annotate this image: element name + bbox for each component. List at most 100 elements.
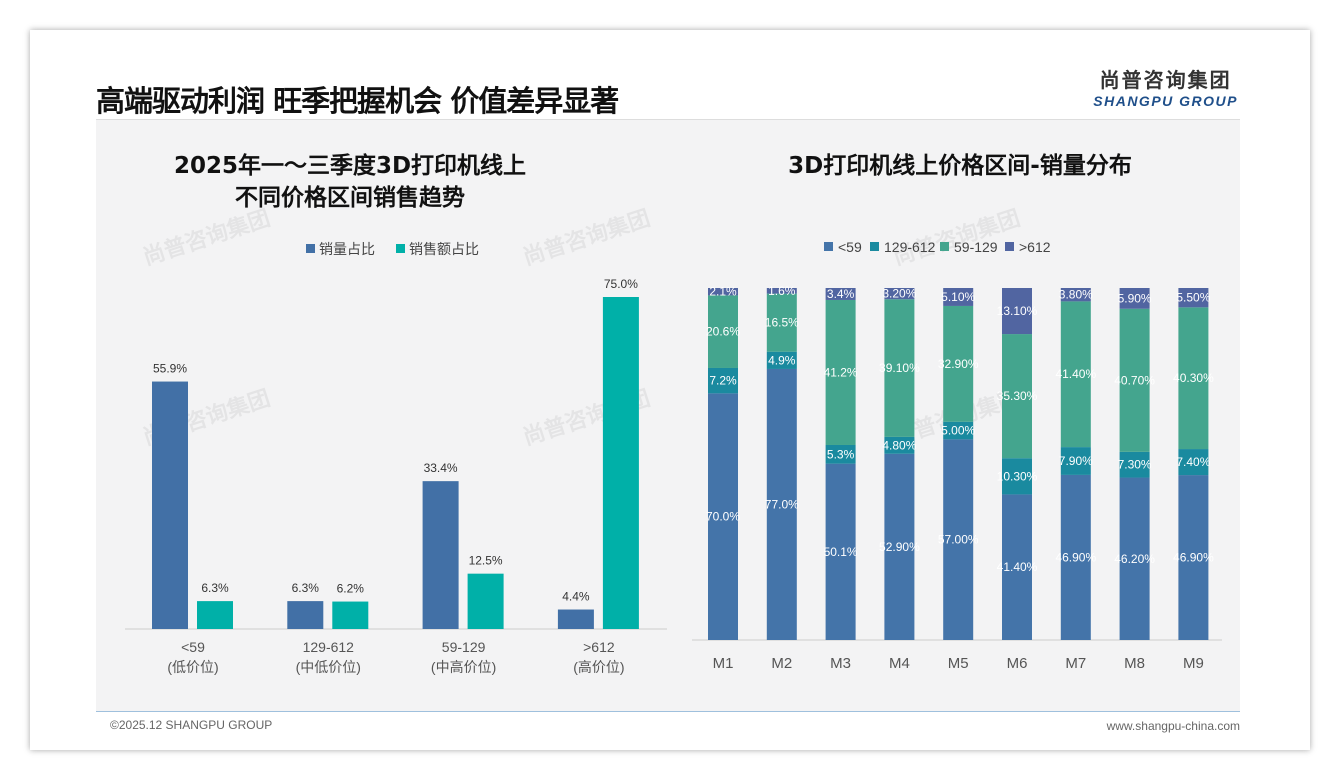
data-label: 3.20% — [882, 287, 916, 301]
data-label: 7.2% — [709, 374, 737, 388]
stack-segment-59-129 — [1178, 307, 1209, 450]
right-chart-title: 3D打印机线上价格区间-销量分布 — [788, 153, 1132, 179]
data-label: 41.40% — [997, 560, 1038, 574]
data-label: 4.4% — [562, 590, 590, 604]
logo: 尚普咨询集团 SHANGPU GROUP — [1093, 64, 1238, 109]
stack-segment-59-129 — [1060, 301, 1091, 448]
data-label: 5.90% — [1118, 291, 1152, 305]
stack-segment-59-129 — [1119, 308, 1150, 452]
data-label: 35.30% — [997, 389, 1038, 403]
stack-segment-59-129 — [825, 299, 856, 445]
legend-swatch — [396, 244, 405, 253]
stack-segment->612 — [1060, 288, 1091, 302]
data-label: 5.10% — [941, 290, 975, 304]
data-label: 46.90% — [1055, 550, 1096, 564]
data-label: 5.3% — [827, 447, 855, 461]
legend-swatch — [940, 242, 949, 251]
bar-销售额占比 — [332, 601, 369, 629]
left-title-line2: 不同价格区间销售趋势 — [235, 185, 465, 211]
stack-segment-<59 — [825, 463, 856, 640]
legend-swatch — [824, 242, 833, 251]
x-tick-sublabel: (高价位) — [573, 659, 624, 675]
x-tick-label: <59 — [181, 639, 205, 655]
data-label: 46.20% — [1114, 552, 1155, 566]
bar-销售额占比 — [467, 573, 504, 629]
data-label: 6.3% — [292, 581, 320, 595]
data-label: 39.10% — [879, 361, 920, 375]
page-title: 高端驱动利润 旺季把握机会 价值差异显著 — [96, 84, 619, 118]
data-label: 46.90% — [1173, 551, 1214, 565]
data-label: 3.80% — [1059, 288, 1093, 302]
stack-segment-129-612 — [884, 436, 915, 454]
data-label: 32.90% — [938, 357, 979, 371]
data-label: 40.70% — [1114, 373, 1155, 387]
data-label: 20.6% — [706, 325, 740, 339]
data-label: 41.2% — [824, 365, 858, 379]
logo-en: SHANGPU GROUP — [1093, 93, 1238, 109]
data-label: 41.40% — [1055, 367, 1096, 381]
footer-divider — [96, 711, 1240, 712]
x-tick-label: >612 — [583, 639, 615, 655]
stack-segment-<59 — [1178, 475, 1209, 640]
stack-segment->612 — [943, 288, 974, 306]
x-tick-label: M5 — [948, 655, 969, 672]
stack-segment-129-612 — [1002, 458, 1032, 495]
legend-label: >612 — [1019, 239, 1051, 255]
data-label: 77.0% — [765, 497, 799, 511]
data-label: 33.4% — [424, 461, 458, 475]
stack-segment-<59 — [708, 393, 738, 640]
x-tick-label: 59-129 — [442, 639, 486, 655]
data-label: 52.90% — [879, 540, 920, 554]
legend-swatch — [870, 242, 879, 251]
data-label: 16.5% — [765, 316, 799, 330]
bar-销量占比 — [287, 601, 324, 629]
data-label: 12.5% — [469, 554, 503, 568]
logo-cn: 尚普咨询集团 — [1099, 68, 1232, 92]
data-label: 75.0% — [604, 277, 638, 291]
stack-segment-<59 — [1002, 494, 1032, 640]
x-tick-label: M8 — [1124, 655, 1145, 672]
legend-label: 销售额占比 — [409, 241, 479, 257]
x-tick-label: M1 — [713, 655, 734, 672]
data-label: 50.1% — [824, 545, 858, 559]
x-tick-sublabel: (低价位) — [167, 659, 218, 675]
stack-segment->612 — [1119, 288, 1150, 309]
x-tick-label: M4 — [889, 655, 910, 672]
stack-segment-129-612 — [825, 444, 856, 464]
stack-segment-<59 — [766, 368, 797, 640]
stack-segment-<59 — [1060, 474, 1091, 640]
legend-label: <59 — [838, 239, 862, 255]
bar-销售额占比 — [197, 601, 233, 629]
stack-segment-59-129 — [943, 305, 974, 422]
data-label: 6.2% — [337, 582, 365, 596]
stack-segment->612 — [1178, 288, 1209, 308]
data-label: 1.6% — [768, 284, 796, 298]
data-label: 4.80% — [882, 438, 916, 452]
stack-segment-129-612 — [708, 367, 738, 394]
data-label: 57.00% — [938, 533, 979, 547]
x-tick-label: 129-612 — [303, 639, 355, 655]
left-chart-title: 2025年一～三季度3D打印机线上 不同价格区间销售趋势 — [140, 150, 560, 214]
legend-label: 129-612 — [884, 239, 936, 255]
stack-segment-<59 — [884, 453, 915, 640]
legend-label: 59-129 — [954, 239, 998, 255]
left-title-line1: 2025年一～三季度3D打印机线上 — [173, 153, 527, 179]
stack-segment-<59 — [1119, 477, 1150, 640]
bar-销量占比 — [557, 609, 594, 629]
data-label: 6.3% — [201, 581, 229, 595]
stack-segment-59-129 — [884, 299, 915, 437]
data-label: 70.0% — [706, 510, 740, 524]
x-tick-label: M6 — [1007, 655, 1028, 672]
stack-segment-129-612 — [1178, 449, 1209, 476]
divider — [96, 119, 1240, 120]
bar-销售额占比 — [602, 297, 639, 629]
stack-segment-59-129 — [766, 293, 797, 352]
legend-label: 销量占比 — [319, 241, 375, 257]
data-label: 7.30% — [1118, 458, 1152, 472]
stack-segment-129-612 — [766, 351, 797, 369]
content-panel — [96, 120, 1240, 712]
data-label: 4.9% — [768, 353, 796, 367]
stack-segment->612 — [884, 288, 915, 300]
legend-swatch — [306, 244, 315, 253]
stack-segment-129-612 — [943, 421, 974, 440]
